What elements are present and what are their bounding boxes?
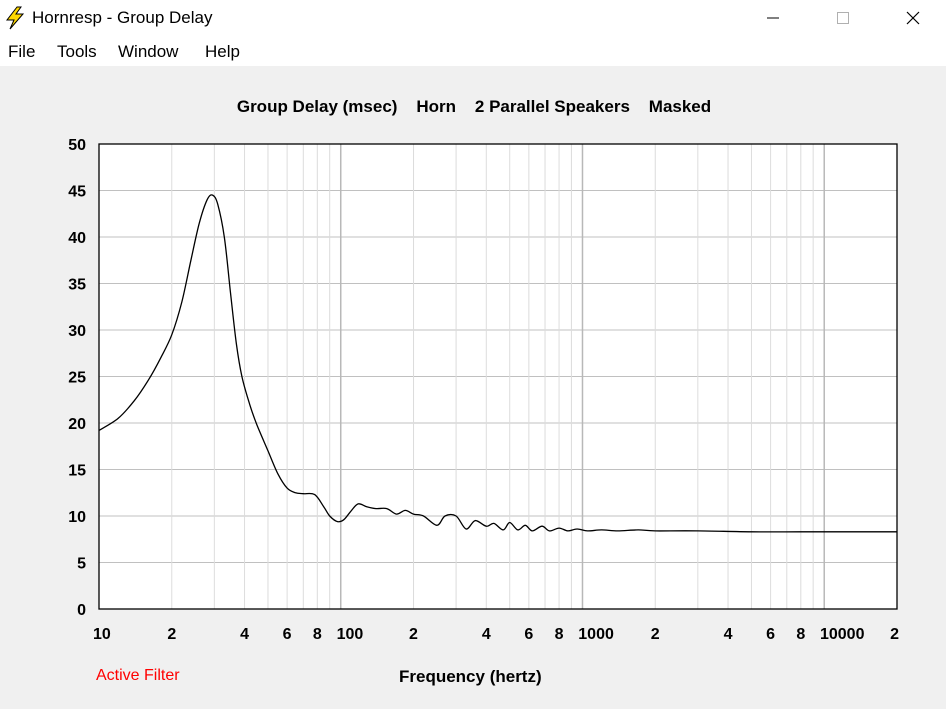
plot-frame <box>98 143 898 610</box>
x-tick-label: 2 <box>409 626 418 643</box>
series-line-group-delay <box>98 194 897 533</box>
maximize-icon <box>837 12 849 24</box>
maximize-button[interactable] <box>820 0 866 36</box>
x-tick-label: 2 <box>167 626 176 643</box>
y-tick-label: 35 <box>68 277 86 294</box>
x-tick-label: 4 <box>240 626 249 643</box>
x-tick-label: 1000 <box>578 626 614 643</box>
x-tick-label: 100 <box>337 626 364 643</box>
x-tick-label: 6 <box>283 626 292 643</box>
y-tick-label: 50 <box>68 137 86 154</box>
y-axis-ticks: 0 5 10 15 20 25 30 35 40 45 50 <box>68 137 86 619</box>
y-tick-label: 20 <box>68 416 86 433</box>
menu-window[interactable]: Window <box>118 42 179 61</box>
x-tick-label: 4 <box>482 626 491 643</box>
minimize-button[interactable] <box>750 0 796 36</box>
y-tick-label: 10 <box>68 509 86 526</box>
x-tick-label: 8 <box>796 626 805 643</box>
status-active-filter: Active Filter <box>96 667 180 684</box>
close-icon <box>906 11 920 25</box>
menu-bar: File Tools Window Help <box>0 36 946 66</box>
chart-grid <box>99 144 897 609</box>
menu-file[interactable]: File <box>8 42 36 61</box>
x-tick-label: 10 <box>93 626 111 643</box>
x-axis-ticks: 10 2 4 6 8 100 2 4 6 8 1000 2 4 6 8 10000 2 <box>93 626 899 643</box>
title-bar: Hornresp - Group Delay <box>0 0 946 36</box>
x-tick-label: 8 <box>313 626 322 643</box>
x-axis-label: Frequency (hertz) <box>399 667 542 686</box>
lightning-bolt-icon <box>5 6 25 30</box>
x-tick-label: 6 <box>766 626 775 643</box>
window-title: Hornresp - Group Delay <box>32 8 213 27</box>
y-tick-label: 40 <box>68 230 86 247</box>
y-tick-label: 25 <box>68 370 86 387</box>
chart-title: Group Delay (msec) Horn 2 Parallel Speak… <box>237 97 711 116</box>
minimize-icon <box>767 17 779 19</box>
menu-help[interactable]: Help <box>205 42 240 61</box>
x-tick-label: 10000 <box>820 626 865 643</box>
y-tick-label: 0 <box>77 602 86 619</box>
menu-tools[interactable]: Tools <box>57 42 97 61</box>
x-tick-label: 6 <box>524 626 533 643</box>
group-delay-chart: Group Delay (msec) Horn 2 Parallel Speak… <box>68 97 899 643</box>
y-tick-label: 30 <box>68 323 86 340</box>
y-tick-label: 15 <box>68 463 86 480</box>
close-button[interactable] <box>890 0 936 36</box>
x-tick-label: 4 <box>724 626 733 643</box>
y-tick-label: 5 <box>77 556 86 573</box>
x-tick-label: 2 <box>651 626 660 643</box>
x-tick-label: 8 <box>555 626 564 643</box>
y-tick-label: 45 <box>68 184 86 201</box>
x-tick-label: 2 <box>890 626 899 643</box>
